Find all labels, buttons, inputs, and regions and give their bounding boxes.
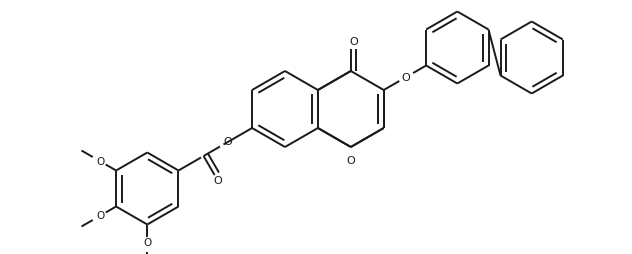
Text: O: O (97, 156, 105, 167)
Text: O: O (97, 211, 105, 220)
Text: O: O (224, 137, 232, 147)
Text: O: O (346, 156, 355, 166)
Text: O: O (401, 72, 410, 83)
Text: O: O (214, 176, 222, 186)
Text: O: O (143, 237, 152, 247)
Text: O: O (349, 37, 358, 47)
